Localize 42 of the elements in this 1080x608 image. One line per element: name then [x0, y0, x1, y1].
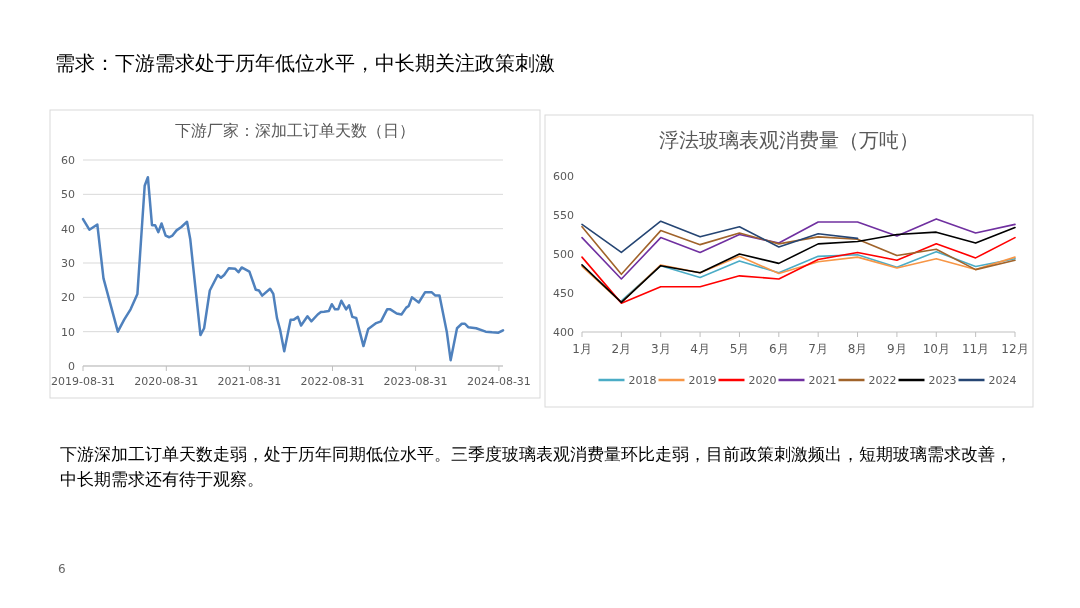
x-tick-label: 2月	[611, 342, 632, 356]
text: 下游深加工订单天数走弱，处于历年同期低位水平。三季度玻璃表观消费量环比走弱，目前政策刺激频出，短期玻璃需求改善，中长期需求还有待于观察。	[60, 444, 1012, 489]
x-tick-label: 6月	[769, 342, 789, 356]
y-tick-label: 40	[61, 222, 75, 236]
y-tick-label: 20	[61, 291, 75, 305]
y-tick-label: 50	[61, 188, 75, 202]
legend-label: 2023	[928, 374, 957, 387]
x-tick-label: 3月	[650, 342, 671, 356]
chart-title: 下游厂家：深加工订单天数（日）	[175, 121, 415, 140]
x-tick-label: 9月	[887, 342, 907, 356]
legend-label: 2021	[808, 374, 837, 387]
x-tick-label: 10月	[922, 342, 950, 356]
y-tick-label: 0	[68, 360, 75, 373]
legend-label: 2020	[748, 374, 777, 387]
y-tick-label: 550	[553, 209, 574, 222]
legend-label: 2018	[628, 374, 657, 387]
x-tick-label: 2022-08-31	[300, 375, 365, 388]
x-tick-label: 2021-08-31	[217, 375, 282, 388]
x-tick-label: 2024-08-31	[466, 375, 531, 388]
x-tick-label: 2020-08-31	[134, 375, 199, 388]
text: 6	[58, 562, 66, 576]
x-tick-label: 2023-08-31	[383, 375, 448, 388]
legend-label: 2019	[688, 374, 717, 387]
text: 需求：下游需求处于历年低位水平，中长期关注政策刺激	[55, 51, 555, 75]
x-tick-label: 4月	[690, 342, 710, 356]
x-tick-label: 11月	[962, 342, 990, 356]
legend-label: 2022	[868, 374, 897, 387]
x-tick-label: 7月	[808, 342, 828, 356]
y-tick-label: 30	[61, 257, 75, 270]
y-tick-label: 600	[553, 170, 574, 183]
y-tick-label: 450	[553, 287, 574, 300]
y-tick-label: 60	[61, 154, 75, 167]
x-tick-label: 12月	[1001, 342, 1029, 356]
y-tick-label: 10	[61, 325, 75, 339]
y-tick-label: 500	[553, 248, 574, 261]
x-tick-label: 5月	[729, 342, 750, 356]
x-tick-label: 8月	[847, 342, 868, 356]
x-tick-label: 1月	[572, 342, 592, 356]
y-tick-label: 400	[553, 326, 574, 339]
chart-title: 浮法玻璃表观消费量（万吨）	[659, 128, 919, 152]
x-tick-label: 2019-08-31	[51, 375, 115, 388]
legend-label: 2024	[988, 374, 1017, 387]
